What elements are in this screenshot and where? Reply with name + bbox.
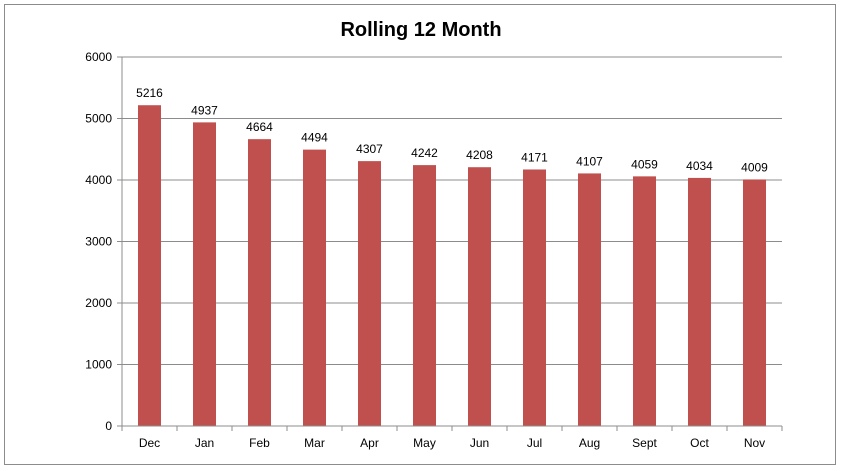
x-tick-label-jan: Jan (195, 436, 214, 450)
bar-aug (578, 173, 601, 426)
gridlines (122, 56, 782, 365)
y-tick-label: 4000 (85, 173, 112, 187)
data-label-apr: 4307 (356, 142, 383, 156)
y-tick-label: 3000 (85, 235, 112, 249)
y-tick-label: 6000 (85, 50, 112, 64)
data-label-dec: 5216 (136, 86, 163, 100)
bar-jan (193, 122, 216, 426)
y-tick-label: 5000 (85, 112, 112, 126)
bar-oct (688, 177, 711, 426)
bar-jul (523, 169, 546, 426)
y-tick-label: 2000 (85, 296, 112, 310)
data-label-feb: 4664 (246, 120, 273, 134)
bar-jun (468, 167, 491, 426)
y-axis-ticks: 0 1000 2000 3000 4000 5000 6000 (85, 50, 122, 433)
x-tick-label-mar: Mar (304, 436, 325, 450)
y-tick-label: 0 (105, 419, 112, 433)
x-tick-label-sept: Sept (632, 436, 657, 450)
x-tick-label-jul: Jul (527, 436, 542, 450)
data-label-may: 4242 (411, 146, 438, 160)
data-label-jun: 4208 (466, 148, 493, 162)
chart-title: Rolling 12 Month (340, 19, 501, 41)
x-tick-label-oct: Oct (690, 436, 709, 450)
data-label-jul: 4171 (521, 150, 548, 164)
x-tick-label-may: May (413, 436, 436, 450)
data-label-oct: 4034 (686, 159, 713, 173)
data-label-nov: 4009 (741, 160, 768, 174)
bar-feb (248, 139, 271, 426)
x-tick-label-aug: Aug (579, 436, 600, 450)
bar-sept (633, 176, 656, 426)
x-tick-label-apr: Apr (360, 436, 379, 450)
x-tick-label-feb: Feb (249, 436, 270, 450)
x-axis-ticks: Dec Jan Feb Mar Apr May Jun Jul Aug Sept Oct Nov (121, 426, 783, 450)
data-label-sept: 4059 (631, 157, 658, 171)
bar-dec (138, 105, 161, 426)
x-tick-label-dec: Dec (139, 436, 160, 450)
bar-nov (743, 179, 766, 426)
x-tick-label-jun: Jun (470, 436, 489, 450)
data-label-mar: 4494 (301, 131, 328, 145)
bar-mar (303, 149, 326, 426)
bar-apr (358, 161, 381, 426)
data-label-jan: 4937 (191, 103, 218, 117)
y-tick-label: 1000 (85, 358, 112, 372)
x-tick-label-nov: Nov (744, 436, 765, 450)
bar-may (413, 165, 436, 426)
bars (138, 105, 766, 426)
data-labels: 5216 4937 4664 4494 4307 4242 4208 4171 4107 4059… (136, 86, 768, 174)
data-label-aug: 4107 (576, 154, 603, 168)
